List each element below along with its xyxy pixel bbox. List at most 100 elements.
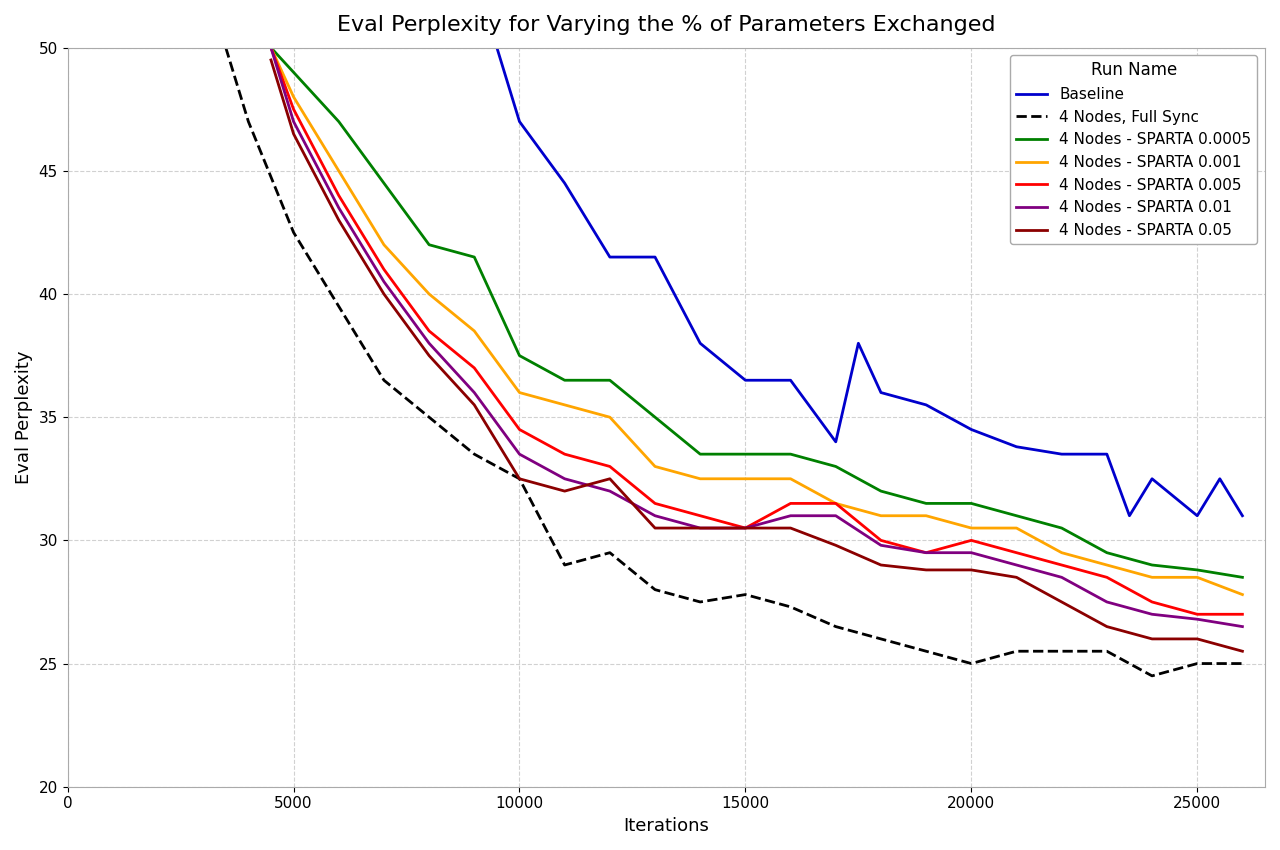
4 Nodes, Full Sync: [602, 547, 617, 558]
Baseline: [1212, 473, 1228, 484]
4 Nodes - SPARTA 0.05: [783, 523, 799, 533]
4 Nodes - SPARTA 0.005: [737, 523, 753, 533]
4 Nodes - SPARTA 0.005: [1009, 547, 1024, 558]
Baseline: [602, 252, 617, 262]
X-axis label: Iterations: Iterations: [623, 817, 709, 835]
Line: 4 Nodes - SPARTA 0.0005: 4 Nodes - SPARTA 0.0005: [271, 48, 1243, 577]
4 Nodes - SPARTA 0.0005: [692, 449, 708, 459]
4 Nodes - SPARTA 0.01: [964, 547, 979, 558]
4 Nodes - SPARTA 0.0005: [783, 449, 799, 459]
Baseline: [1144, 473, 1160, 484]
4 Nodes - SPARTA 0.0005: [467, 252, 483, 262]
4 Nodes - SPARTA 0.005: [602, 462, 617, 472]
4 Nodes, Full Sync: [783, 602, 799, 612]
4 Nodes - SPARTA 0.01: [285, 116, 301, 127]
4 Nodes - SPARTA 0.01: [376, 276, 392, 286]
4 Nodes - SPARTA 0.0005: [512, 350, 527, 360]
4 Nodes, Full Sync: [737, 589, 753, 599]
4 Nodes - SPARTA 0.001: [332, 166, 347, 176]
4 Nodes - SPARTA 0.05: [1053, 597, 1069, 607]
Baseline: [851, 338, 867, 348]
4 Nodes - SPARTA 0.01: [648, 511, 663, 521]
4 Nodes - SPARTA 0.05: [376, 289, 392, 299]
4 Nodes - SPARTA 0.001: [512, 388, 527, 398]
4 Nodes - SPARTA 0.001: [1189, 572, 1204, 582]
4 Nodes, Full Sync: [648, 585, 663, 595]
Baseline: [964, 424, 979, 434]
4 Nodes - SPARTA 0.001: [467, 326, 483, 336]
4 Nodes - SPARTA 0.0005: [376, 178, 392, 188]
4 Nodes - SPARTA 0.005: [332, 190, 347, 201]
Y-axis label: Eval Perplexity: Eval Perplexity: [15, 350, 33, 484]
Line: 4 Nodes - SPARTA 0.01: 4 Nodes - SPARTA 0.01: [271, 48, 1243, 626]
4 Nodes, Full Sync: [285, 227, 301, 237]
4 Nodes - SPARTA 0.001: [828, 498, 844, 508]
4 Nodes, Full Sync: [919, 646, 934, 656]
4 Nodes - SPARTA 0.005: [919, 547, 934, 558]
4 Nodes, Full Sync: [1053, 646, 1069, 656]
4 Nodes - SPARTA 0.0005: [1235, 572, 1251, 582]
4 Nodes, Full Sync: [828, 621, 844, 632]
4 Nodes - SPARTA 0.001: [602, 412, 617, 422]
Baseline: [489, 42, 504, 53]
4 Nodes - SPARTA 0.005: [828, 498, 844, 508]
4 Nodes, Full Sync: [692, 597, 708, 607]
4 Nodes - SPARTA 0.001: [1144, 572, 1160, 582]
4 Nodes - SPARTA 0.001: [737, 473, 753, 484]
Line: Baseline: Baseline: [497, 48, 1243, 516]
4 Nodes - SPARTA 0.0005: [919, 498, 934, 508]
Legend: Baseline, 4 Nodes, Full Sync, 4 Nodes - SPARTA 0.0005, 4 Nodes - SPARTA 0.001, 4: Baseline, 4 Nodes, Full Sync, 4 Nodes - …: [1010, 55, 1257, 244]
4 Nodes - SPARTA 0.01: [737, 523, 753, 533]
4 Nodes, Full Sync: [421, 412, 436, 422]
4 Nodes - SPARTA 0.01: [1235, 621, 1251, 632]
4 Nodes, Full Sync: [1009, 646, 1024, 656]
4 Nodes - SPARTA 0.0005: [1009, 511, 1024, 521]
4 Nodes, Full Sync: [512, 473, 527, 484]
4 Nodes - SPARTA 0.005: [1235, 609, 1251, 620]
4 Nodes - SPARTA 0.01: [1009, 560, 1024, 570]
4 Nodes - SPARTA 0.01: [783, 511, 799, 521]
4 Nodes - SPARTA 0.05: [873, 560, 888, 570]
4 Nodes - SPARTA 0.0005: [648, 412, 663, 422]
4 Nodes, Full Sync: [1144, 671, 1160, 681]
4 Nodes, Full Sync: [873, 634, 888, 644]
4 Nodes - SPARTA 0.001: [1235, 589, 1251, 599]
4 Nodes - SPARTA 0.01: [264, 42, 279, 53]
4 Nodes - SPARTA 0.01: [332, 202, 347, 212]
4 Nodes - SPARTA 0.05: [1144, 634, 1160, 644]
4 Nodes, Full Sync: [1235, 659, 1251, 669]
4 Nodes, Full Sync: [1100, 646, 1115, 656]
4 Nodes, Full Sync: [332, 301, 347, 311]
4 Nodes - SPARTA 0.001: [873, 511, 888, 521]
Baseline: [512, 116, 527, 127]
Baseline: [1100, 449, 1115, 459]
Baseline: [783, 375, 799, 385]
Line: 4 Nodes - SPARTA 0.05: 4 Nodes - SPARTA 0.05: [271, 60, 1243, 651]
4 Nodes - SPARTA 0.0005: [737, 449, 753, 459]
4 Nodes - SPARTA 0.0005: [285, 67, 301, 77]
4 Nodes - SPARTA 0.01: [512, 449, 527, 459]
4 Nodes - SPARTA 0.005: [1100, 572, 1115, 582]
4 Nodes - SPARTA 0.05: [964, 565, 979, 575]
4 Nodes - SPARTA 0.0005: [1189, 565, 1204, 575]
4 Nodes - SPARTA 0.001: [1100, 560, 1115, 570]
4 Nodes - SPARTA 0.001: [919, 511, 934, 521]
Baseline: [873, 388, 888, 398]
Baseline: [919, 400, 934, 410]
4 Nodes - SPARTA 0.01: [692, 523, 708, 533]
4 Nodes - SPARTA 0.05: [1100, 621, 1115, 632]
4 Nodes - SPARTA 0.0005: [332, 116, 347, 127]
4 Nodes - SPARTA 0.0005: [421, 240, 436, 250]
4 Nodes - SPARTA 0.005: [512, 424, 527, 434]
4 Nodes - SPARTA 0.005: [692, 511, 708, 521]
4 Nodes - SPARTA 0.005: [376, 264, 392, 275]
4 Nodes - SPARTA 0.001: [557, 400, 572, 410]
4 Nodes - SPARTA 0.0005: [964, 498, 979, 508]
4 Nodes - SPARTA 0.005: [264, 42, 279, 53]
4 Nodes - SPARTA 0.005: [557, 449, 572, 459]
Baseline: [737, 375, 753, 385]
4 Nodes, Full Sync: [964, 659, 979, 669]
4 Nodes - SPARTA 0.01: [602, 486, 617, 496]
4 Nodes - SPARTA 0.001: [1053, 547, 1069, 558]
Baseline: [648, 252, 663, 262]
